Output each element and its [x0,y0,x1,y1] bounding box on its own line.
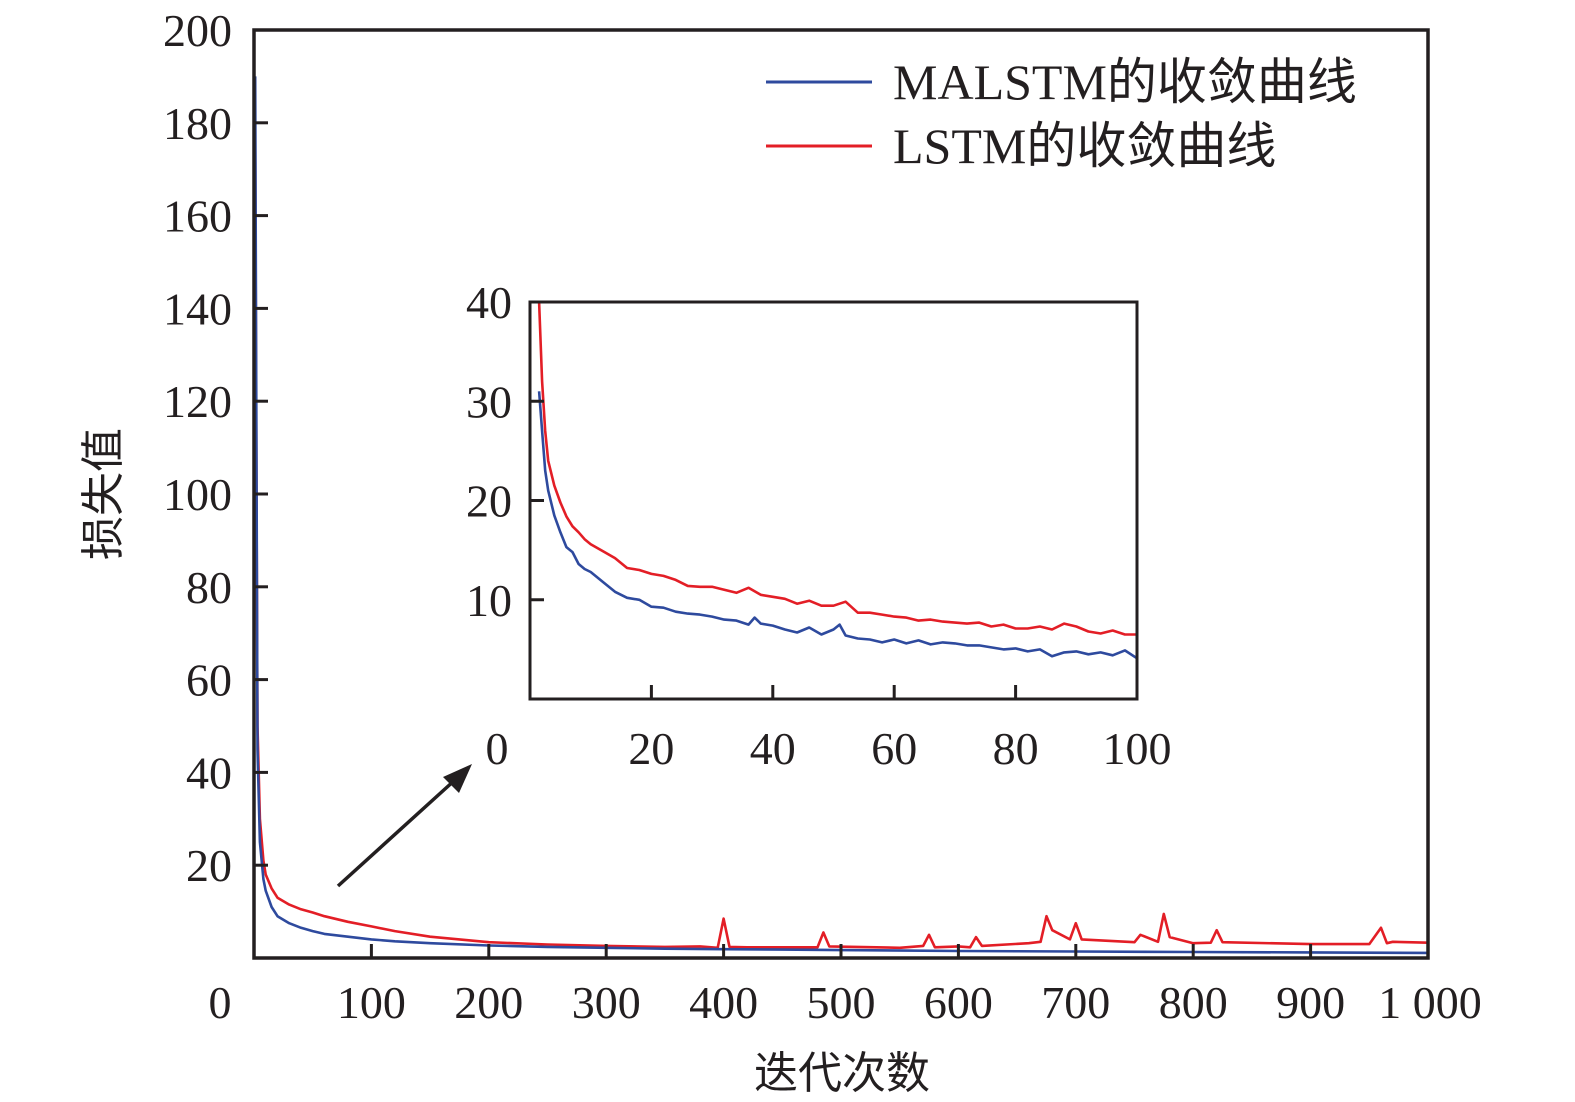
main-y-tick-label: 160 [163,191,232,242]
inset-series-group [537,302,1137,660]
main-x-tick-label: 800 [1159,977,1228,1028]
main-x-tick-label: 300 [572,977,641,1028]
main-y-tick-label: 60 [186,655,232,706]
zoom-arrow [336,764,472,888]
main-series-group [254,76,1428,955]
inset-x-tick-label: 60 [871,723,917,774]
main-x-tick-label: 200 [454,977,523,1028]
legend-label-malstm: MALSTM的收敛曲线 [893,54,1357,110]
arrow-head-icon [443,764,472,793]
main-x-tick-label: 100 [337,977,406,1028]
main-x-tick-label: 900 [1276,977,1345,1028]
inset-y-tick-label: 40 [466,277,512,328]
inset-y-tick-label: 10 [466,575,512,626]
inset-x-tick-label: 0 [486,723,509,774]
main-x-tick-label: 700 [1041,977,1110,1028]
arrow-shaft [336,777,458,888]
main-x-tick-label: 500 [807,977,876,1028]
main-x-tick-label: 400 [689,977,758,1028]
main-y-tick-label: 200 [163,5,232,56]
inset-y-tick-label: 30 [466,376,512,427]
main-series-line-lstm [254,145,1428,950]
inset-series-line-malstm [537,391,1137,660]
y-axis-title: 损失值 [78,428,129,560]
main-x-tick-label: 0 [209,977,232,1028]
main-y-tick-label: 180 [163,98,232,149]
main-y-tick-label: 100 [163,469,232,520]
main-y-tick-label: 80 [186,562,232,613]
inset-x-tick-label: 80 [993,723,1039,774]
x-axis-title: 迭代次数 [754,1048,930,1099]
inset-x-tick-label: 40 [750,723,796,774]
main-series-line-malstm [254,76,1428,955]
inset-x-ticks: 0 20 40 60 80 100 [486,685,1172,774]
inset-y-tick-label: 20 [466,476,512,527]
inset-x-tick-label: 20 [628,723,674,774]
legend-label-lstm: LSTM的收敛曲线 [893,118,1276,174]
inset-x-tick-label: 100 [1103,723,1172,774]
main-y-tick-label: 40 [186,747,232,798]
main-y-tick-label: 120 [163,376,232,427]
main-x-tick-label: 1 000 [1378,977,1482,1028]
main-y-tick-label: 140 [163,283,232,334]
inset-series-line-lstm [537,302,1137,636]
main-y-tick-label: 20 [186,840,232,891]
main-y-ticks: 20 40 60 80 100 120 140 160 180 200 [163,5,268,891]
main-x-ticks: 0 100 200 300 400 500 600 700 800 900 1 000 [209,944,1482,1028]
inset-y-ticks: 10 20 30 40 [466,277,544,626]
legend: MALSTM的收敛曲线 LSTM的收敛曲线 [766,54,1357,174]
main-x-tick-label: 600 [924,977,993,1028]
inset-background [530,302,1137,699]
